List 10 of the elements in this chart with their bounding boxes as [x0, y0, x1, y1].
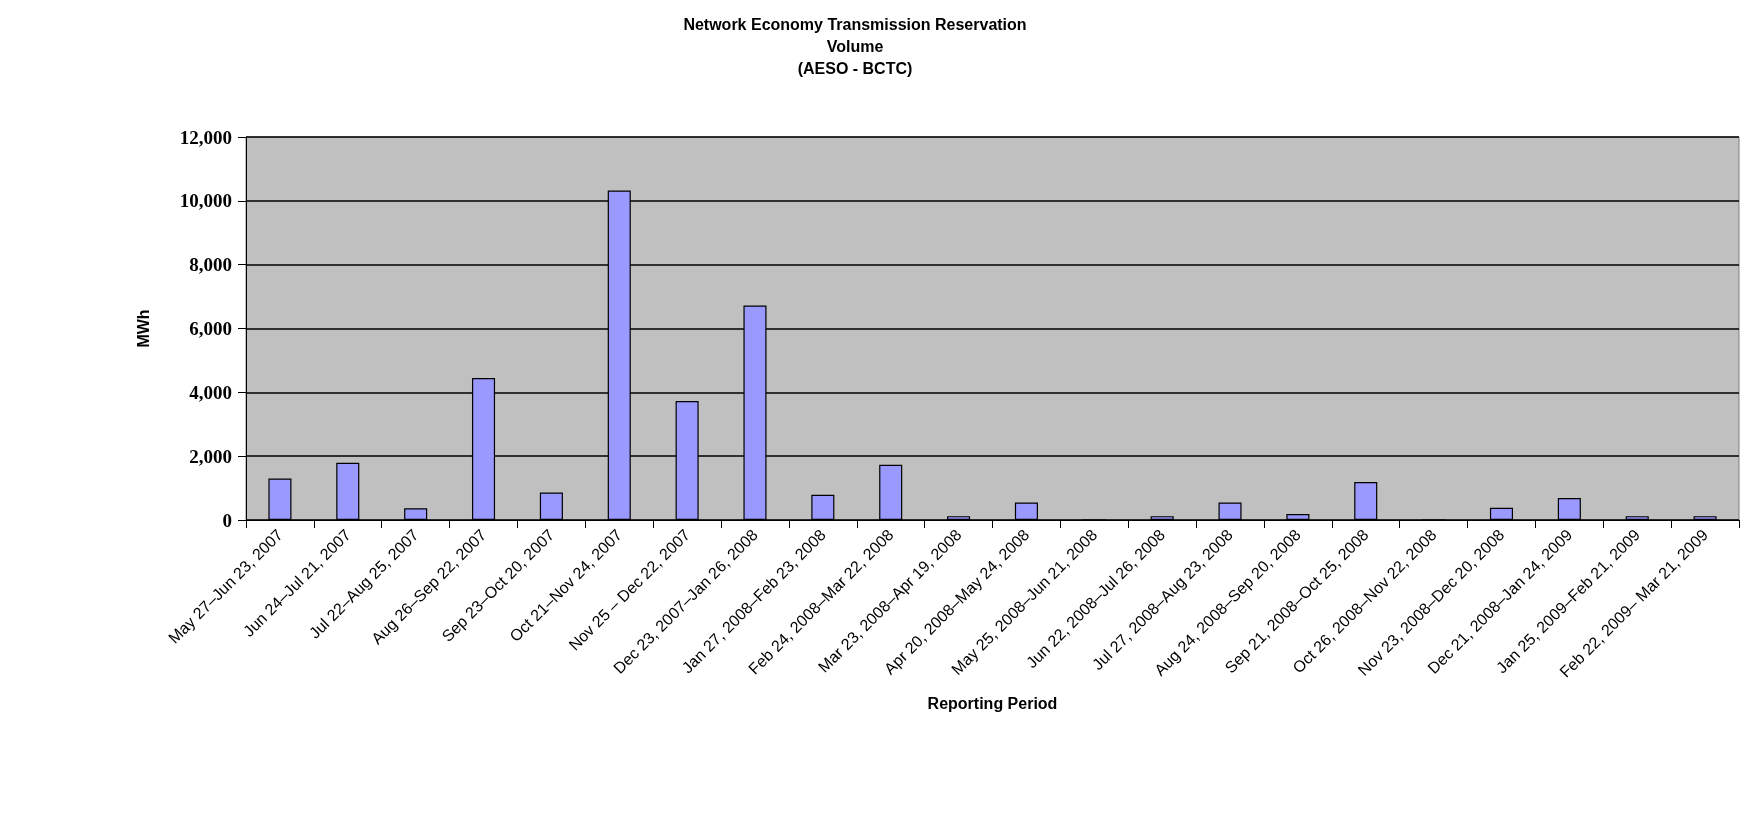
y-tick-label: 2,000 — [189, 445, 232, 467]
y-tick-label: 4,000 — [189, 381, 232, 403]
x-axis-title: Reporting Period — [927, 694, 1058, 712]
y-tick-label: 10,000 — [179, 190, 232, 212]
y-axis-title: MWh — [134, 309, 152, 348]
y-tick-label: 12,000 — [179, 126, 232, 148]
chart-title: Network Economy Transmission Reservation Volume (AESO - BCTC) — [683, 15, 1027, 77]
y-tick-label: 6,000 — [189, 318, 232, 339]
y-tick-label: 0 — [222, 509, 232, 531]
y-tick-label: 8,000 — [189, 254, 232, 276]
